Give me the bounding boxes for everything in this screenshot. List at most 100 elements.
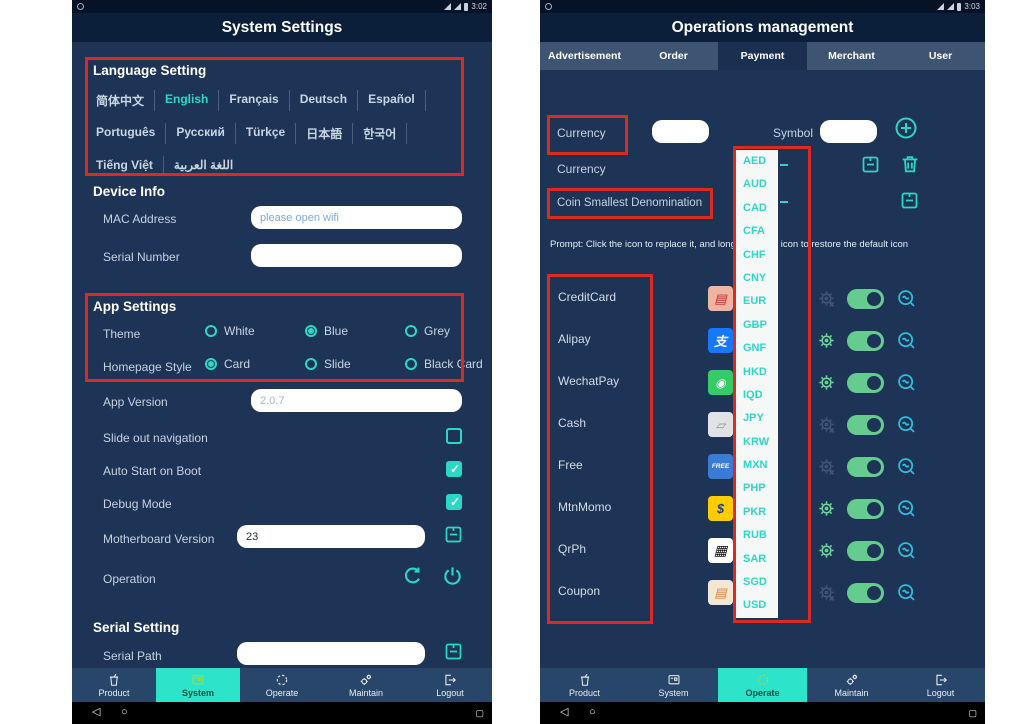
enable-toggle[interactable] [847,499,884,519]
enable-toggle[interactable] [847,289,884,309]
currency-option[interactable]: SAR [743,552,767,565]
nav-item-operate[interactable]: Operate [718,668,807,702]
enable-toggle[interactable] [847,583,884,603]
currency-option[interactable]: CAD [743,201,767,214]
motherboard-version-input[interactable] [237,525,425,548]
save-icon[interactable] [860,154,881,175]
currency-option[interactable]: SGD [743,576,767,589]
nav-item-maintain[interactable]: Maintain [324,668,408,702]
homepage-radio-option[interactable]: Black Card [405,357,492,371]
serial-number-input[interactable] [251,244,462,267]
tab[interactable]: User [928,50,953,62]
currency-option[interactable]: IQD [743,388,763,401]
payment-method-icon[interactable]: ◉ [708,370,733,395]
sync-refresh-icon[interactable] [896,372,917,393]
language-option[interactable]: اللغة العربية [173,158,234,172]
currency-option[interactable]: GNF [743,342,767,355]
sync-refresh-icon[interactable] [896,414,917,435]
currency-option[interactable]: PKR [743,505,767,518]
currency-option[interactable]: GBP [743,318,767,331]
save-icon[interactable] [443,641,464,662]
mac-address-input[interactable] [251,206,462,229]
tab[interactable]: Payment [718,42,807,70]
recents-icon[interactable]: ▢ [475,708,484,718]
auto-start-checkbox[interactable] [446,461,462,477]
theme-radio-option[interactable]: White [205,324,305,338]
save-icon[interactable] [443,524,464,545]
serial-path-input[interactable] [237,642,425,665]
currency-option[interactable]: USD [743,599,767,612]
debug-mode-checkbox[interactable] [446,494,462,510]
sync-refresh-icon[interactable] [896,456,917,477]
power-icon[interactable] [441,565,464,588]
currency-option[interactable]: CNY [743,271,767,284]
nav-item-operate[interactable]: Operate [240,668,324,702]
currency-option[interactable]: PHP [743,482,766,495]
gear-icon[interactable] [817,457,836,476]
trash-icon[interactable] [899,153,921,175]
add-currency-icon[interactable] [894,116,918,140]
sync-refresh-icon[interactable] [896,582,917,603]
app-version-input[interactable] [251,389,462,412]
currency-option[interactable]: AED [743,155,767,167]
currency-option[interactable]: AUD [743,178,767,191]
slide-out-navigation-checkbox[interactable] [446,428,462,444]
nav-item-system[interactable]: System [629,668,718,702]
payment-method-icon[interactable]: 支 [708,328,733,353]
gear-icon[interactable] [817,331,836,350]
currency-option[interactable]: KRW [743,435,770,448]
currency-option[interactable]: JPY [743,412,764,425]
nav-item-maintain[interactable]: Maintain [807,668,896,702]
currency-spinner-dash-icon[interactable] [780,164,788,166]
payment-method-icon[interactable]: $ [708,496,733,521]
enable-toggle[interactable] [847,331,884,351]
currency-name-input[interactable] [652,120,709,143]
tab[interactable]: Merchant [828,50,875,62]
gear-icon[interactable] [817,415,836,434]
nav-item-product[interactable]: Product [72,668,156,702]
language-option[interactable]: Deutsch [300,90,359,111]
nav-item-system[interactable]: System [156,668,240,702]
sync-refresh-icon[interactable] [896,498,917,519]
theme-radio-option[interactable]: Grey [405,324,492,338]
back-icon[interactable]: ◁ [92,706,101,718]
gear-icon[interactable] [817,583,836,602]
currency-option[interactable]: RUB [743,529,767,542]
payment-method-icon[interactable]: FREE [708,454,733,479]
coin-spinner-dash-icon[interactable] [780,201,788,203]
enable-toggle[interactable] [847,541,884,561]
currency-option[interactable]: HKD [743,365,767,378]
language-option[interactable]: Português [96,123,167,144]
language-option[interactable]: English [165,90,220,111]
enable-toggle[interactable] [847,457,884,477]
currency-option[interactable]: EUR [743,295,767,308]
home-icon[interactable]: ○ [589,706,596,718]
gear-icon[interactable] [817,541,836,560]
language-option[interactable]: Français [229,90,290,111]
sync-refresh-icon[interactable] [896,330,917,351]
theme-radio-option[interactable]: Blue [305,324,405,338]
language-option[interactable]: Türkçe [246,123,297,144]
gear-icon[interactable] [817,499,836,518]
tab[interactable]: Advertisement [548,50,621,62]
currency-option[interactable]: MXN [743,459,768,472]
enable-toggle[interactable] [847,415,884,435]
tab[interactable]: Order [659,50,688,62]
restart-icon[interactable] [401,565,424,588]
home-icon[interactable]: ○ [121,706,128,718]
enable-toggle[interactable] [847,373,884,393]
recents-icon[interactable]: ▢ [968,708,977,718]
symbol-input[interactable] [820,120,877,143]
gear-icon[interactable] [817,373,836,392]
language-option[interactable]: 한국어 [363,123,408,144]
language-option[interactable]: 简体中文 [96,90,156,111]
payment-method-icon[interactable]: ▱ [708,412,733,437]
save-icon[interactable] [899,190,920,211]
sync-refresh-icon[interactable] [896,288,917,309]
language-option[interactable]: Tiếng Việt [96,156,164,174]
payment-method-icon[interactable]: ▤ [708,286,733,311]
payment-method-icon[interactable]: ▦ [708,538,733,563]
currency-option[interactable]: CFA [743,225,765,238]
nav-item-logout[interactable]: Logout [896,668,985,702]
sync-refresh-icon[interactable] [896,540,917,561]
